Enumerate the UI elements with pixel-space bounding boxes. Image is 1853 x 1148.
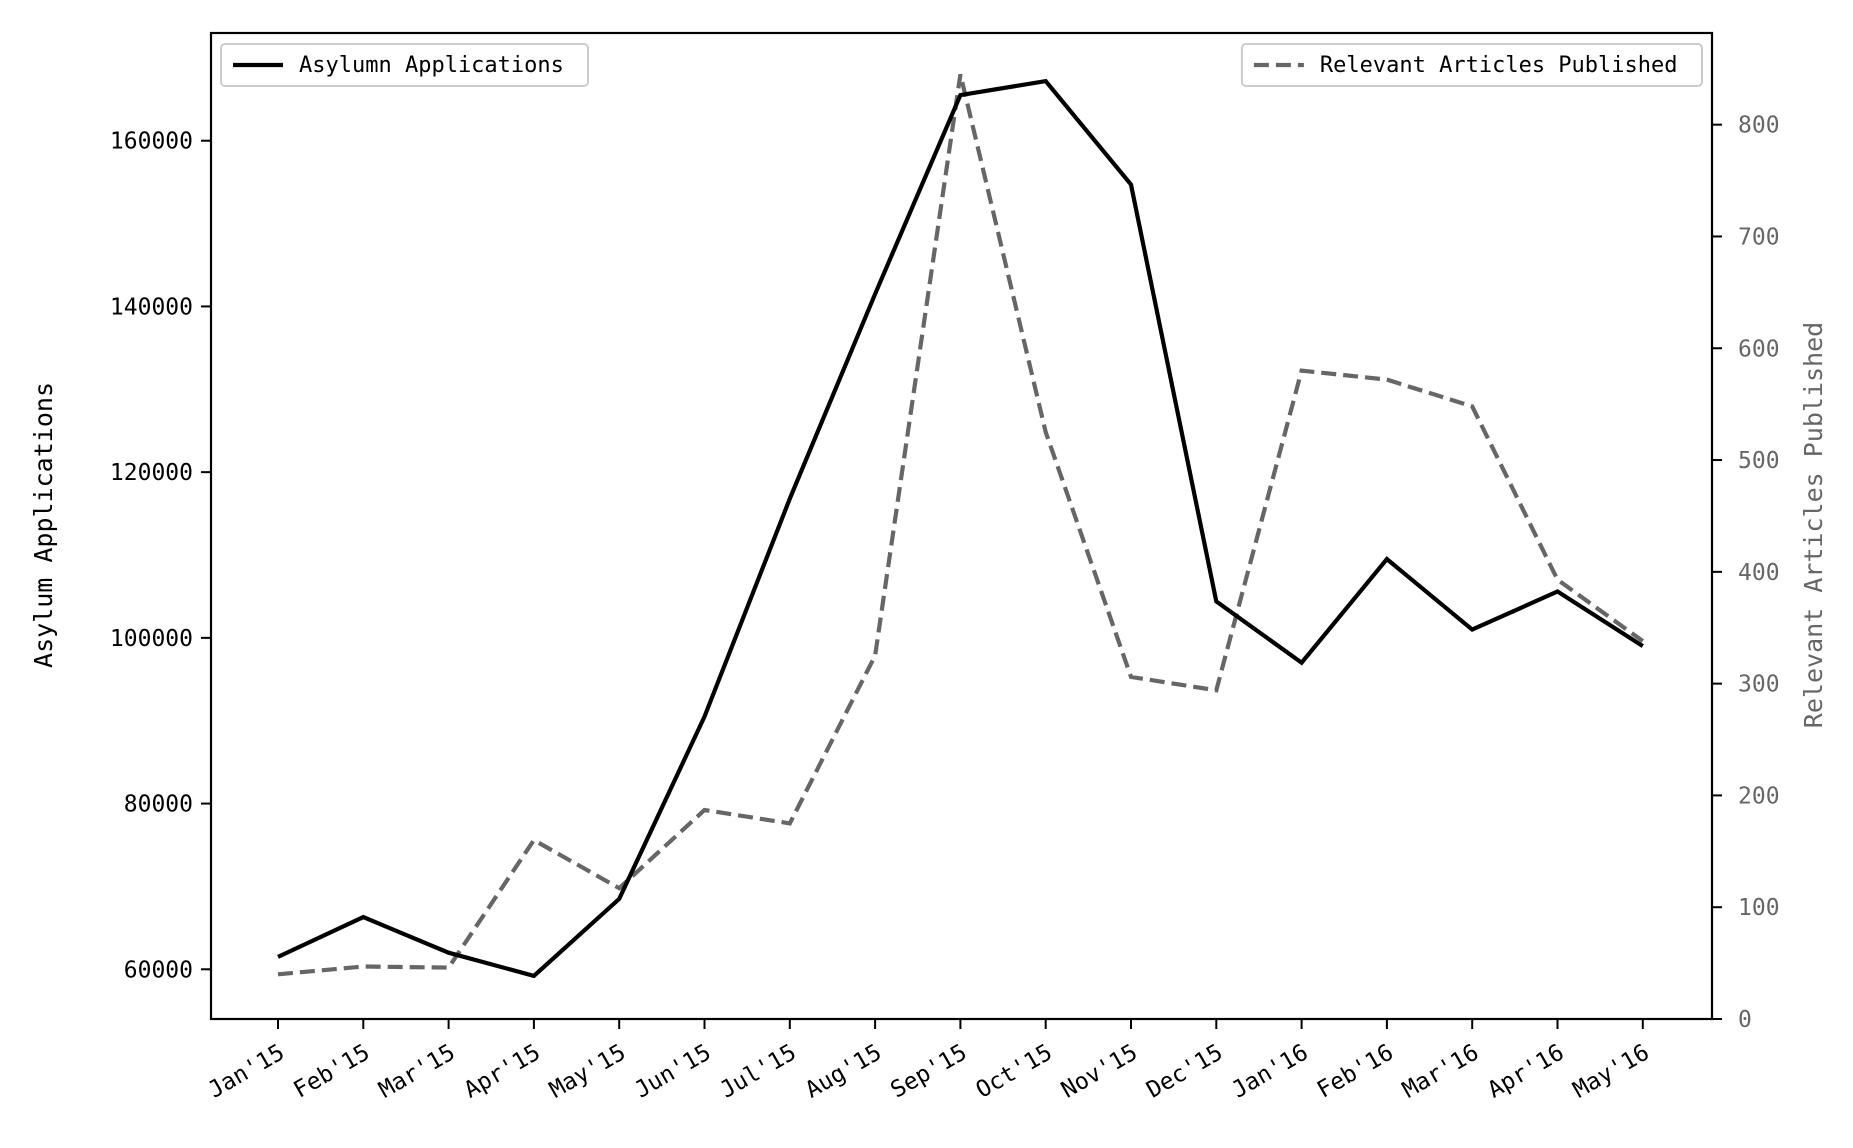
legend-box	[1240, 43, 1704, 87]
right-y-tick-label: 500	[1738, 448, 1780, 474]
series-line-asylum-applications	[277, 78, 1644, 979]
left-y-tick-label: 120000	[110, 460, 193, 486]
right-y-tick-label: 300	[1738, 672, 1780, 698]
left-y-tick-label: 160000	[110, 129, 193, 155]
plot-frame	[209, 31, 1714, 1021]
right-y-tick-label: 0	[1738, 1007, 1752, 1033]
right-y-tick-label: 100	[1738, 895, 1780, 921]
left-y-tick-label: 80000	[124, 792, 193, 818]
series-line-relevant-articles	[277, 73, 1645, 977]
left-axis-title: Asylum Applications	[29, 382, 58, 668]
left-y-tick-label: 60000	[124, 957, 193, 983]
legend-upper-left: Asylumn Applications	[220, 43, 589, 87]
legend-label: Asylumn Applications	[299, 53, 564, 78]
left-y-tick-label: 140000	[110, 294, 193, 320]
right-axis-title: Relevant Articles Published	[1799, 322, 1828, 728]
right-y-tick-label: 700	[1738, 224, 1780, 250]
legend-box	[220, 43, 589, 87]
left-y-tick-label: 100000	[110, 626, 193, 652]
plot-area	[277, 73, 1645, 979]
right-y-tick-label: 600	[1738, 336, 1780, 362]
right-y-tick-label: 800	[1738, 113, 1780, 139]
legend-label: Relevant Articles Published	[1320, 53, 1678, 78]
legends: Asylumn Applications Relevant Articles Pu…	[220, 43, 1704, 87]
right-y-tick-label: 200	[1738, 783, 1780, 809]
legend-upper-right: Relevant Articles Published	[1240, 43, 1704, 87]
right-y-tick-label: 400	[1738, 560, 1780, 586]
